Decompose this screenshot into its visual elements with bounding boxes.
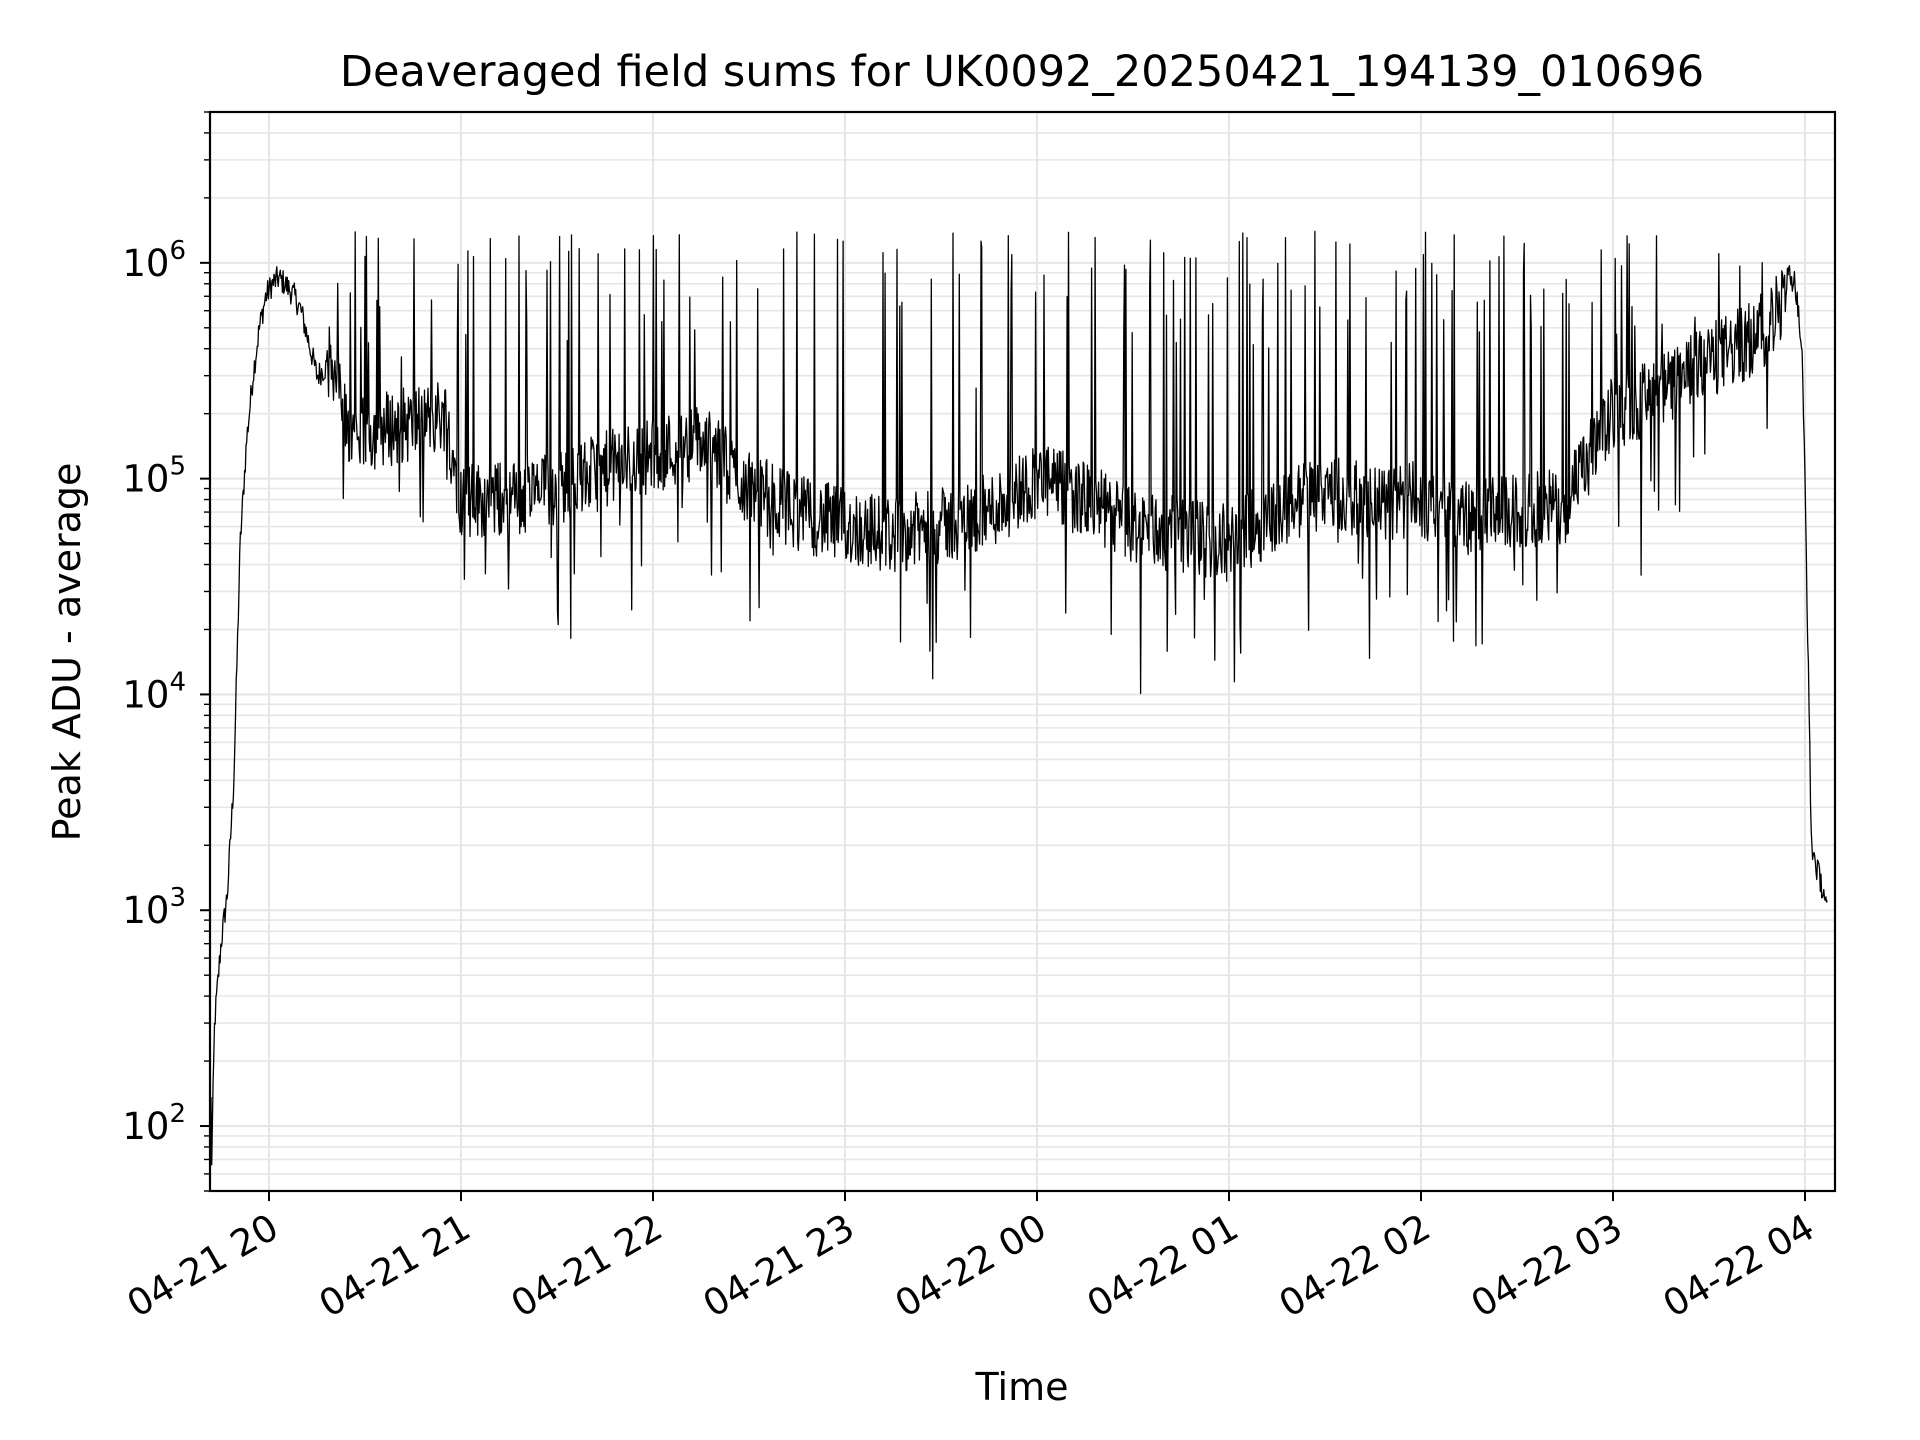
y-tick-base: 10 xyxy=(122,889,169,932)
y-tick-label: 103 xyxy=(122,883,186,932)
y-tick-exponent: 5 xyxy=(169,452,186,482)
y-tick-exponent: 6 xyxy=(169,236,186,266)
y-tick-exponent: 4 xyxy=(169,667,186,697)
y-axis-label: Peak ADU - average xyxy=(45,463,89,842)
plot-frame xyxy=(208,110,1837,1193)
y-tick-base: 10 xyxy=(122,1105,169,1148)
y-tick-label: 105 xyxy=(122,452,186,501)
y-tick-base: 10 xyxy=(122,458,169,501)
series-layer xyxy=(210,230,1828,1166)
y-tick-label: 106 xyxy=(122,236,186,285)
y-tick-label: 102 xyxy=(122,1099,186,1148)
x-axis-label: Time xyxy=(975,1365,1069,1409)
chart-title: Deaveraged field sums for UK0092_2025042… xyxy=(340,47,1704,97)
y-tick-label: 104 xyxy=(122,667,186,716)
y-tick-exponent: 2 xyxy=(169,1099,186,1129)
y-tick-base: 10 xyxy=(122,673,169,716)
y-tick-base: 10 xyxy=(122,242,169,285)
grid xyxy=(210,111,1835,1192)
series-line xyxy=(210,230,1828,1166)
y-tick-exponent: 3 xyxy=(169,883,186,913)
